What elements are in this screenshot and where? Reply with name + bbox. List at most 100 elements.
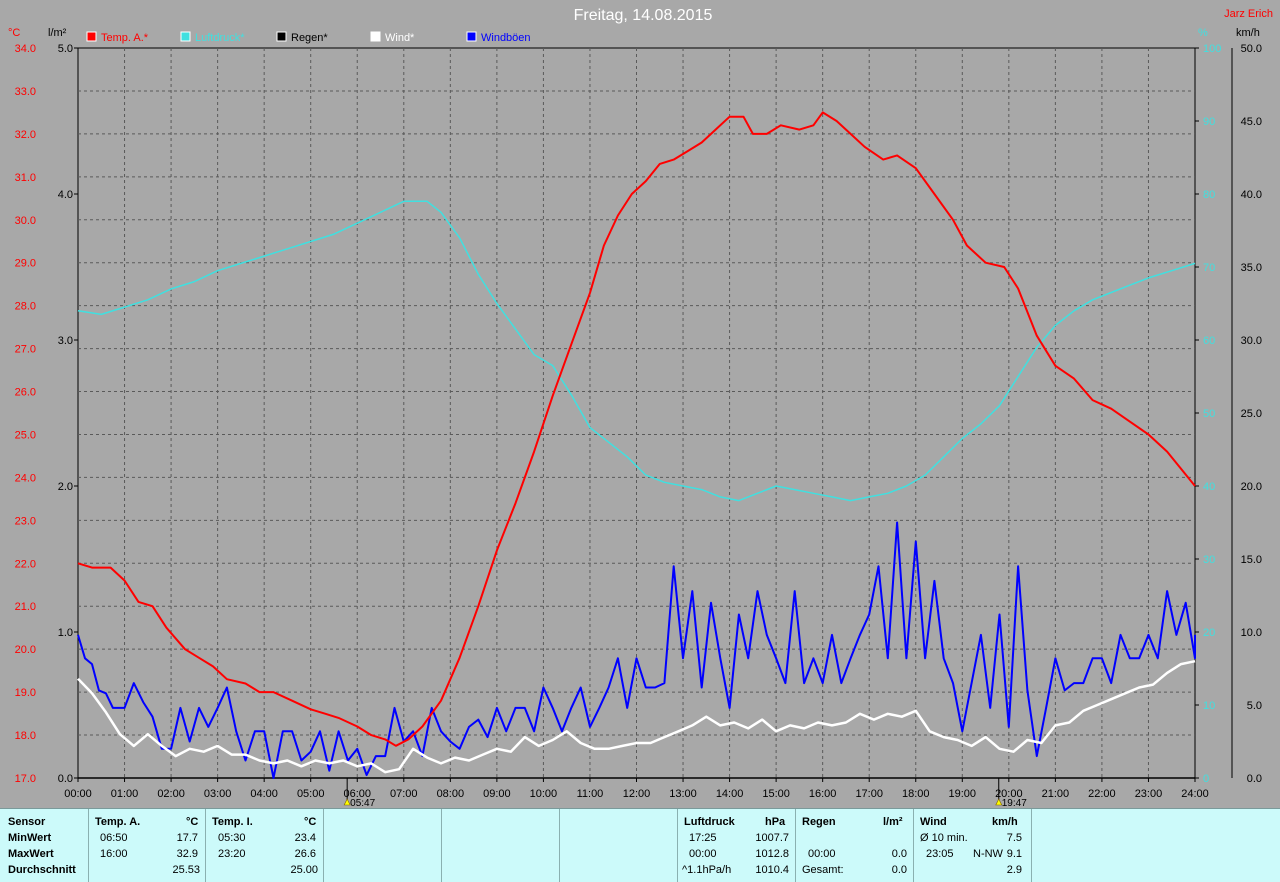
wind-max-val: 9.1 bbox=[1006, 848, 1022, 860]
time-tick-label: 10:00 bbox=[530, 788, 558, 800]
rain-header: Regen bbox=[802, 816, 836, 828]
rain-max-time: 00:00 bbox=[808, 848, 836, 860]
time-tick-label: 14:00 bbox=[716, 788, 744, 800]
pressure-avg: 1010.4 bbox=[755, 864, 789, 876]
chart-title: Freitag, 14.08.2015 bbox=[574, 7, 713, 24]
row-label-sensor: Sensor bbox=[8, 816, 46, 828]
rain-total-val: 0.0 bbox=[891, 864, 907, 876]
series-line-luftdruck bbox=[77, 200, 1196, 502]
temp-tick-label: 34.0 bbox=[15, 43, 36, 55]
time-tick-label: 19:00 bbox=[949, 788, 977, 800]
rain-tick-label: 2.0 bbox=[58, 481, 73, 493]
time-tick-label: 13:00 bbox=[669, 788, 697, 800]
time-tick-label: 04:00 bbox=[250, 788, 278, 800]
wind-tick-label: 5.0 bbox=[1247, 700, 1262, 712]
pressure-tick-label: 40 bbox=[1203, 481, 1215, 493]
wind-tick-label: 30.0 bbox=[1241, 335, 1262, 347]
temp-a-max-val: 32.9 bbox=[176, 848, 198, 860]
series-line-tempa bbox=[77, 111, 1196, 747]
time-tick-label: 02:00 bbox=[157, 788, 185, 800]
temp-a-min-time: 06:50 bbox=[100, 832, 128, 844]
time-tick-label: 16:00 bbox=[809, 788, 837, 800]
pressure-tick-label: 50 bbox=[1203, 408, 1215, 420]
temp-i-min-val: 23.4 bbox=[294, 832, 316, 844]
pressure-tick-label: 80 bbox=[1203, 189, 1215, 201]
time-tick-label: 11:00 bbox=[577, 788, 604, 800]
rain-unit: l/m² bbox=[883, 816, 903, 828]
temp-tick-label: 21.0 bbox=[15, 601, 36, 613]
time-tick-label: 03:00 bbox=[204, 788, 232, 800]
temp-a-min-val: 17.7 bbox=[176, 832, 198, 844]
wind-tick-label: 35.0 bbox=[1241, 262, 1262, 274]
chart-grid bbox=[77, 47, 1196, 779]
time-tick-label: 00:00 bbox=[64, 788, 92, 800]
rain-unit-label: l/m² bbox=[48, 27, 67, 39]
time-tick-label: 01:00 bbox=[111, 788, 139, 800]
temp-tick-label: 28.0 bbox=[15, 301, 36, 313]
time-tick-label: 17:00 bbox=[855, 788, 883, 800]
temp-tick-label: 24.0 bbox=[15, 472, 36, 484]
wind-tick-label: 25.0 bbox=[1241, 408, 1262, 420]
temp-i-header: Temp. I. bbox=[212, 816, 253, 828]
temp-unit-label: °C bbox=[8, 27, 20, 39]
legend-label: Luftdruck* bbox=[195, 32, 245, 44]
stats-table: Sensor MinWert MaxWert Durchschnitt Temp… bbox=[0, 808, 1280, 882]
pressure-tick-label: 70 bbox=[1203, 262, 1215, 274]
temp-a-avg: 25.53 bbox=[172, 864, 200, 876]
rain-tick-label: 4.0 bbox=[58, 189, 73, 201]
legend-swatch bbox=[180, 31, 191, 42]
pressure-trend: ^1.1hPa/h bbox=[682, 864, 732, 876]
legend-label: Temp. A.* bbox=[101, 32, 149, 44]
temp-a-unit: °C bbox=[186, 816, 199, 828]
pressure-max-val: 1012.8 bbox=[755, 848, 789, 860]
row-label-min: MinWert bbox=[8, 832, 52, 844]
pressure-unit-label: % bbox=[1198, 27, 1208, 39]
author-label: Jarz Erich bbox=[1224, 8, 1273, 20]
temp-tick-label: 29.0 bbox=[15, 258, 36, 270]
pressure-tick-label: 100 bbox=[1203, 43, 1221, 55]
wind-tick-label: 0.0 bbox=[1247, 773, 1262, 785]
pressure-min-val: 1007.7 bbox=[755, 832, 789, 844]
legend-label: Windböen bbox=[481, 32, 531, 44]
weather-chart: 17.0 18.0 19.0 20.0 21.0 22.0 23.0 24.0 25.0 26.0… bbox=[8, 7, 1273, 808]
series-line-wind bbox=[77, 659, 1196, 774]
sunrise-icon bbox=[343, 798, 351, 806]
temp-i-avg: 25.00 bbox=[290, 864, 318, 876]
rain-total-label: Gesamt: bbox=[802, 864, 844, 876]
temp-tick-label: 22.0 bbox=[15, 558, 36, 570]
temp-a-max-time: 16:00 bbox=[100, 848, 128, 860]
time-tick-label: 06:00 bbox=[343, 788, 371, 800]
temp-i-max-time: 23:20 bbox=[218, 848, 246, 860]
wind-tick-label: 15.0 bbox=[1241, 554, 1262, 566]
sunset-label: 19:47 bbox=[1002, 798, 1027, 808]
wind-avg-label: Ø 10 min. bbox=[920, 832, 968, 844]
rain-tick-label: 3.0 bbox=[58, 335, 73, 347]
legend-swatch bbox=[466, 31, 477, 42]
wind-max-dir: N-NW bbox=[973, 848, 1003, 860]
time-tick-label: 22:00 bbox=[1088, 788, 1116, 800]
row-label-avg: Durchschnitt bbox=[8, 864, 76, 876]
temp-tick-label: 33.0 bbox=[15, 86, 36, 98]
wind-tick-label: 20.0 bbox=[1241, 481, 1262, 493]
pressure-header: Luftdruck bbox=[684, 816, 735, 828]
wind-header: Wind bbox=[920, 816, 947, 828]
wind-max-time: 23:05 bbox=[926, 848, 954, 860]
wind-unit-label: km/h bbox=[1236, 27, 1260, 39]
pressure-tick-label: 10 bbox=[1203, 700, 1215, 712]
time-tick-label: 20:00 bbox=[995, 788, 1023, 800]
wind-mean: 2.9 bbox=[1006, 864, 1022, 876]
wind-unit: km/h bbox=[992, 816, 1018, 828]
temp-i-min-time: 05:30 bbox=[218, 832, 246, 844]
chart-series bbox=[77, 111, 1196, 779]
pressure-tick-label: 90 bbox=[1203, 116, 1215, 128]
temp-tick-label: 23.0 bbox=[15, 515, 36, 527]
time-tick-label: 05:00 bbox=[297, 788, 325, 800]
time-tick-label: 18:00 bbox=[902, 788, 930, 800]
temp-tick-label: 17.0 bbox=[15, 773, 36, 785]
pressure-max-time: 00:00 bbox=[689, 848, 717, 860]
rain-tick-label: 5.0 bbox=[58, 43, 73, 55]
pressure-tick-label: 60 bbox=[1203, 335, 1215, 347]
sunset-icon bbox=[995, 798, 1003, 806]
chart-axes: 17.0 18.0 19.0 20.0 21.0 22.0 23.0 24.0 25.0 26.0… bbox=[8, 27, 1262, 808]
legend-swatch bbox=[370, 31, 381, 42]
